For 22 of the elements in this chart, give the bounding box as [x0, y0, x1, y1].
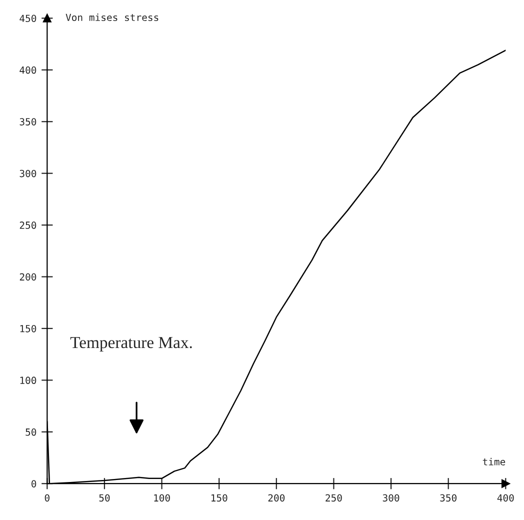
- y-tick-label: 300: [20, 170, 36, 178]
- x-tick-label: 350: [440, 494, 456, 502]
- y-tick-label: 350: [20, 118, 36, 126]
- annotation: Temperature Max.: [70, 337, 192, 352]
- y-tick-label: 400: [20, 66, 36, 74]
- x-tick-label: 100: [154, 494, 170, 502]
- x-tick-label: 0: [44, 494, 50, 502]
- y-axis-title: Von mises stress: [66, 14, 158, 22]
- x-tick-label: 400: [497, 494, 514, 502]
- y-tick-label: 100: [20, 376, 36, 384]
- x-tick-label: 300: [382, 494, 400, 502]
- y-tick-label: 50: [26, 428, 36, 436]
- x-tick-label: 150: [211, 494, 228, 502]
- y-tick-label: 200: [20, 273, 36, 281]
- y-tick-label: 450: [20, 14, 36, 22]
- y-tick-label: 250: [20, 222, 36, 229]
- y-tick-label: 150: [20, 324, 36, 332]
- x-tick-label: 250: [326, 494, 342, 502]
- x-tick-label: 200: [268, 494, 285, 502]
- x-axis-title: time: [482, 458, 506, 466]
- x-tick-label: 50: [99, 494, 110, 502]
- y-tick-label: 0: [32, 480, 36, 488]
